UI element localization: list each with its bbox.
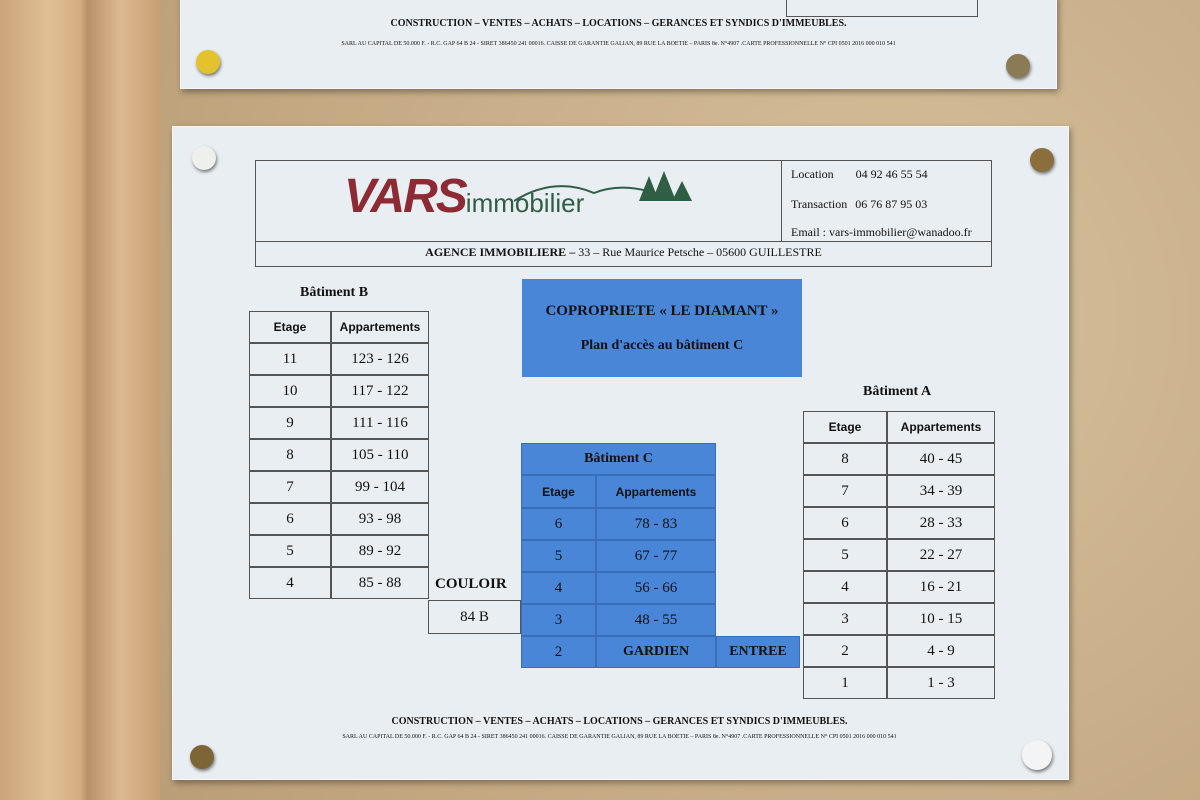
batiment_a-appartements-cell: 28 - 33 <box>887 507 995 539</box>
yellow-pin <box>196 50 220 74</box>
white-pin <box>192 146 216 170</box>
batiment_b-etage-cell: 7 <box>249 471 331 503</box>
batiment-a-title: Bâtiment A <box>863 384 932 399</box>
transaction-label: Transaction <box>791 197 848 211</box>
batiment_a-etage-cell: 2 <box>803 635 887 667</box>
address: 33 – Rue Maurice Petsche – 05600 GUILLES… <box>575 245 822 259</box>
batiment_c-etage-cell: 3 <box>521 604 596 636</box>
batiment_b-etage-cell: 6 <box>249 503 331 535</box>
batiment_b-header-etage: Etage <box>249 311 331 343</box>
batiment_b-etage-cell: 4 <box>249 567 331 599</box>
batiment_c-etage-cell: 4 <box>521 572 596 604</box>
footer-legal: SARL AU CAPITAL DE 50.000 F. - R.C. GAP … <box>341 41 896 47</box>
transaction-phone: 06 76 87 95 03 <box>855 197 928 211</box>
notice-subtitle: Plan d'accès au bâtiment C <box>580 338 744 353</box>
batiment_c-appartements-cell: GARDIEN <box>596 636 716 668</box>
batiment_c-appartements-cell: 67 - 77 <box>596 540 716 572</box>
batiment_a-etage-cell: 6 <box>803 507 887 539</box>
batiment_c-header-appartements: Appartements <box>596 475 716 508</box>
batiment_c-etage-cell: 6 <box>521 508 596 540</box>
batiment_a-etage-cell: 1 <box>803 667 887 699</box>
footer-legal-text: SARL AU CAPITAL DE 50.000 F. - R.C. GAP … <box>342 734 897 740</box>
batiment_c-appartements-cell: 78 - 83 <box>596 508 716 540</box>
batiment_b-etage-cell: 10 <box>249 375 331 407</box>
batiment_b-etage-cell: 9 <box>249 407 331 439</box>
brass-pin <box>190 745 214 769</box>
batiment_a-appartements-cell: 4 - 9 <box>887 635 995 667</box>
batiment_a-appartements-cell: 22 - 27 <box>887 539 995 571</box>
mountain-trees-icon <box>514 171 692 202</box>
footer-activities: CONSTRUCTION – VENTES – ACHATS – LOCATIO… <box>172 716 1067 727</box>
batiment-c-title: Bâtiment C <box>521 443 716 475</box>
footer-legal: SARL AU CAPITAL DE 50.000 F. - R.C. GAP … <box>172 734 1067 740</box>
letterhead: VARSimmobilier Location 04 92 46 55 54 Tr… <box>255 160 992 267</box>
batiment_b-appartements-cell: 99 - 104 <box>331 471 429 503</box>
batiment_b-appartements-cell: 111 - 116 <box>331 407 429 439</box>
couloir-label: COULOIR <box>435 576 507 592</box>
batiment_c-etage-cell: 2 <box>521 636 596 668</box>
batiment_b-appartements-cell: 93 - 98 <box>331 503 429 535</box>
batiment_b-appartements-cell: 123 - 126 <box>331 343 429 375</box>
batiment_b-header-appartements: Appartements <box>331 311 429 343</box>
batiment_a-etage-cell: 7 <box>803 475 887 507</box>
batiment_c-appartements-cell: 56 - 66 <box>596 572 716 604</box>
batiment_b-etage-cell: 8 <box>249 439 331 471</box>
wooden-frame <box>0 0 160 800</box>
batiment_a-appartements-cell: 16 - 21 <box>887 571 995 603</box>
batiment_a-etage-cell: 5 <box>803 539 887 571</box>
batiment_b-appartements-cell: 89 - 92 <box>331 535 429 567</box>
batiment_a-appartements-cell: 10 - 15 <box>887 603 995 635</box>
batiment_b-etage-cell: 11 <box>249 343 331 375</box>
batiment_a-header-etage: Etage <box>803 411 887 443</box>
footer-activities-text: CONSTRUCTION – VENTES – ACHATS – LOCATIO… <box>391 716 848 727</box>
logo: VARSimmobilier <box>344 169 692 224</box>
brass-pin <box>1006 54 1030 78</box>
footer-activities: CONSTRUCTION – VENTES – ACHATS – LOCATIO… <box>390 18 847 29</box>
location-label: Location <box>791 167 834 181</box>
batiment_a-appartements-cell: 34 - 39 <box>887 475 995 507</box>
batiment_c-appartements-cell: 48 - 55 <box>596 604 716 636</box>
table-fragment <box>786 0 978 17</box>
batiment_b-appartements-cell: 85 - 88 <box>331 567 429 599</box>
white-pin <box>1022 740 1052 770</box>
batiment_c-header-etage: Etage <box>521 475 596 508</box>
batiment_a-etage-cell: 8 <box>803 443 887 475</box>
agency-label: AGENCE IMMOBILIERE – <box>425 245 576 259</box>
batiment_a-etage-cell: 4 <box>803 571 887 603</box>
batiment_a-appartements-cell: 40 - 45 <box>887 443 995 475</box>
batiment_b-appartements-cell: 105 - 110 <box>331 439 429 471</box>
batiment_b-etage-cell: 5 <box>249 535 331 567</box>
batiment_b-appartements-cell: 117 - 122 <box>331 375 429 407</box>
batiment_a-appartements-cell: 1 - 3 <box>887 667 995 699</box>
notice-title-box: COPROPRIETE « LE DIAMANT » Plan d'accès … <box>522 279 802 377</box>
batiment_a-header-appartements: Appartements <box>887 411 995 443</box>
batiment-b-title: Bâtiment B <box>300 285 369 300</box>
email: Email : vars-immobilier@wanadoo.fr <box>791 225 972 239</box>
top-notice: CONSTRUCTION – VENTES – ACHATS – LOCATIO… <box>180 0 1057 89</box>
batiment_c-etage-cell: 5 <box>521 540 596 572</box>
notice-title: COPROPRIETE « LE DIAMANT » <box>545 303 779 319</box>
brass-pin <box>1030 148 1054 172</box>
location-phone: 04 92 46 55 54 <box>855 167 928 181</box>
batiment_a-etage-cell: 3 <box>803 603 887 635</box>
couloir-84b: 84 B <box>428 600 521 634</box>
entree-cell: ENTREE <box>716 636 800 668</box>
